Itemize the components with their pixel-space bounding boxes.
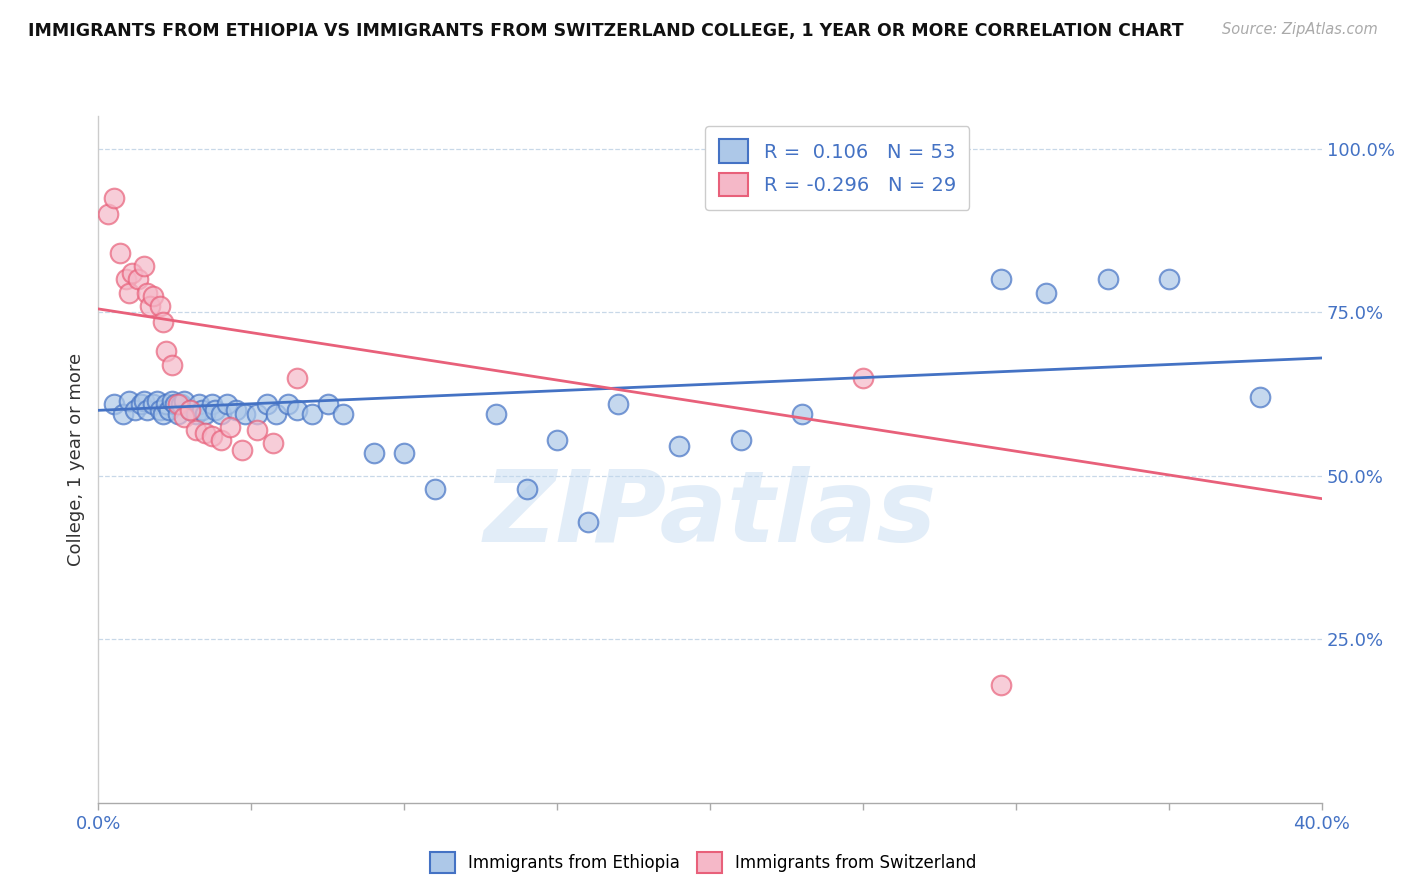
Point bbox=[103, 191, 125, 205]
Point bbox=[142, 397, 165, 411]
Point bbox=[145, 393, 167, 408]
Point bbox=[155, 397, 177, 411]
Point bbox=[231, 442, 253, 457]
Point bbox=[139, 299, 162, 313]
Point bbox=[215, 397, 238, 411]
Point bbox=[1157, 272, 1180, 286]
Point bbox=[179, 403, 201, 417]
Point bbox=[134, 393, 156, 408]
Point bbox=[576, 515, 599, 529]
Point bbox=[262, 436, 284, 450]
Legend: R =  0.106   N = 53, R = -0.296   N = 29: R = 0.106 N = 53, R = -0.296 N = 29 bbox=[706, 126, 969, 211]
Point bbox=[129, 397, 152, 411]
Point bbox=[233, 407, 256, 421]
Text: IMMIGRANTS FROM ETHIOPIA VS IMMIGRANTS FROM SWITZERLAND COLLEGE, 1 YEAR OR MORE : IMMIGRANTS FROM ETHIOPIA VS IMMIGRANTS F… bbox=[28, 22, 1184, 40]
Point bbox=[990, 678, 1012, 692]
Point bbox=[152, 407, 174, 421]
Point bbox=[160, 393, 183, 408]
Point bbox=[332, 407, 354, 421]
Point bbox=[209, 407, 232, 421]
Point bbox=[1249, 390, 1271, 404]
Point bbox=[97, 207, 120, 221]
Point bbox=[191, 403, 214, 417]
Text: Source: ZipAtlas.com: Source: ZipAtlas.com bbox=[1222, 22, 1378, 37]
Point bbox=[1097, 272, 1119, 286]
Point bbox=[149, 299, 172, 313]
Point bbox=[118, 393, 141, 408]
Point bbox=[852, 370, 875, 384]
Point bbox=[134, 260, 156, 274]
Point bbox=[204, 403, 226, 417]
Legend: Immigrants from Ethiopia, Immigrants from Switzerland: Immigrants from Ethiopia, Immigrants fro… bbox=[423, 846, 983, 880]
Point bbox=[173, 393, 195, 408]
Point bbox=[990, 272, 1012, 286]
Point bbox=[160, 358, 183, 372]
Point bbox=[485, 407, 508, 421]
Point bbox=[186, 423, 208, 437]
Point bbox=[363, 446, 385, 460]
Point bbox=[186, 407, 208, 421]
Point bbox=[668, 439, 690, 453]
Point bbox=[423, 482, 446, 496]
Point bbox=[277, 397, 299, 411]
Point bbox=[225, 403, 247, 417]
Text: ZIPatlas: ZIPatlas bbox=[484, 466, 936, 563]
Point bbox=[194, 407, 217, 421]
Point bbox=[152, 315, 174, 329]
Point bbox=[136, 285, 159, 300]
Point bbox=[209, 433, 232, 447]
Point bbox=[246, 423, 269, 437]
Point bbox=[285, 370, 308, 384]
Point bbox=[316, 397, 339, 411]
Point bbox=[790, 407, 813, 421]
Point bbox=[219, 419, 242, 434]
Point bbox=[256, 397, 278, 411]
Point bbox=[264, 407, 287, 421]
Point bbox=[136, 403, 159, 417]
Point bbox=[121, 266, 143, 280]
Point bbox=[163, 397, 186, 411]
Point bbox=[167, 407, 190, 421]
Point bbox=[730, 433, 752, 447]
Point bbox=[155, 344, 177, 359]
Point bbox=[200, 397, 222, 411]
Point bbox=[194, 426, 217, 441]
Point bbox=[173, 409, 195, 424]
Point bbox=[546, 433, 568, 447]
Point bbox=[127, 272, 149, 286]
Point bbox=[246, 407, 269, 421]
Point bbox=[179, 403, 201, 417]
Point bbox=[124, 403, 146, 417]
Point bbox=[1035, 285, 1057, 300]
Point bbox=[607, 397, 630, 411]
Point bbox=[285, 403, 308, 417]
Point bbox=[170, 397, 193, 411]
Point bbox=[200, 429, 222, 443]
Point bbox=[516, 482, 538, 496]
Point bbox=[115, 272, 138, 286]
Point bbox=[188, 397, 211, 411]
Point bbox=[108, 246, 131, 260]
Point bbox=[149, 403, 172, 417]
Point bbox=[167, 397, 190, 411]
Point bbox=[111, 407, 134, 421]
Y-axis label: College, 1 year or more: College, 1 year or more bbox=[67, 353, 86, 566]
Point bbox=[392, 446, 416, 460]
Point bbox=[301, 407, 323, 421]
Point bbox=[103, 397, 125, 411]
Point bbox=[142, 289, 165, 303]
Point bbox=[157, 403, 180, 417]
Point bbox=[118, 285, 141, 300]
